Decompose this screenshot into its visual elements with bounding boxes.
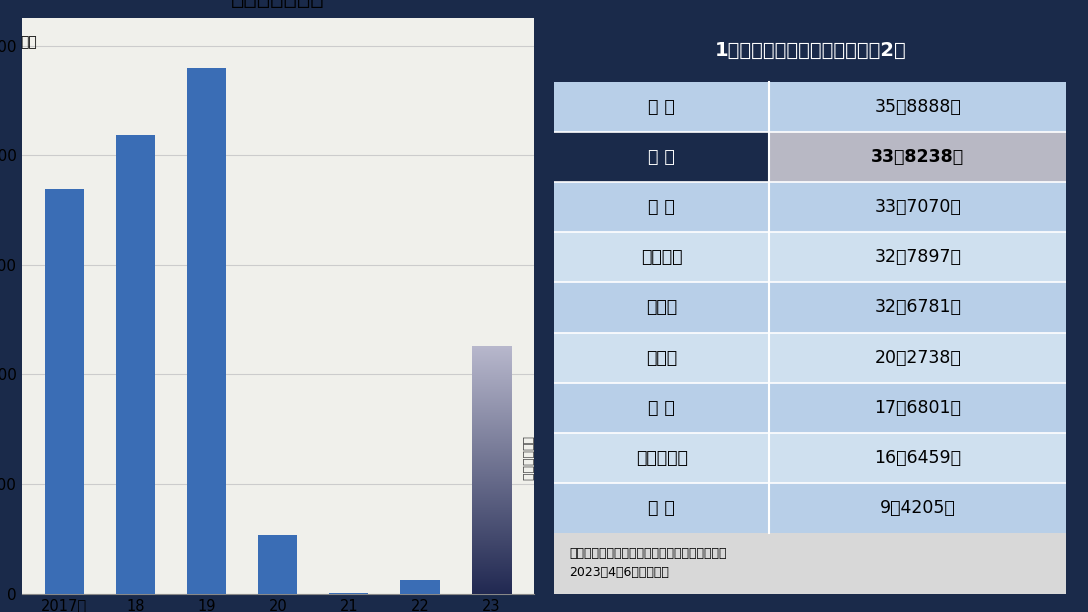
FancyBboxPatch shape [554,382,769,433]
Text: 万人: 万人 [21,35,37,49]
Text: （注）主な国・地域の消費額。出所は観光庁。
2023年4〜6月の速報値: （注）主な国・地域の消費額。出所は観光庁。 2023年4〜6月の速報値 [570,548,727,580]
FancyBboxPatch shape [769,282,1066,332]
Text: 韓 国: 韓 国 [648,499,676,517]
Text: フィリピン: フィリピン [635,449,688,467]
Text: 32万6781円: 32万6781円 [875,299,961,316]
FancyBboxPatch shape [554,81,769,132]
FancyBboxPatch shape [769,332,1066,382]
Text: 32万7897円: 32万7897円 [875,248,961,266]
Text: 16万6459円: 16万6459円 [875,449,962,467]
FancyBboxPatch shape [769,382,1066,433]
FancyBboxPatch shape [769,483,1066,533]
FancyBboxPatch shape [554,182,769,232]
Text: 35万8888円: 35万8888円 [875,98,961,116]
FancyBboxPatch shape [769,433,1066,483]
FancyBboxPatch shape [554,533,1066,594]
FancyBboxPatch shape [554,483,769,533]
Text: 1人あたりの旅行支出は中国が2位: 1人あたりの旅行支出は中国が2位 [715,40,906,59]
Text: 英 国: 英 国 [648,98,676,116]
FancyBboxPatch shape [554,332,769,382]
Text: 17万6801円: 17万6801円 [875,399,961,417]
FancyBboxPatch shape [769,132,1066,182]
Text: インド: インド [646,349,678,367]
Bar [258,535,297,594]
Bar [45,189,84,594]
Text: 9万4205円: 9万4205円 [880,499,955,517]
Text: 33万7070円: 33万7070円 [875,198,961,216]
FancyBboxPatch shape [554,433,769,483]
FancyBboxPatch shape [554,282,769,332]
Text: 豪 州: 豪 州 [648,198,676,216]
Text: 20万2738円: 20万2738円 [875,349,961,367]
Text: ドイツ: ドイツ [646,299,678,316]
FancyBboxPatch shape [554,18,1066,594]
Text: フランス: フランス [641,248,682,266]
FancyBboxPatch shape [554,132,769,182]
Bar [330,592,369,594]
Bar [116,135,156,594]
FancyBboxPatch shape [769,182,1066,232]
Text: 33万8238円: 33万8238円 [871,148,964,166]
FancyBboxPatch shape [769,232,1066,282]
Text: （民間予測）: （民間予測） [520,436,533,482]
Bar [400,581,440,594]
FancyBboxPatch shape [554,18,1066,81]
Bar [187,68,226,594]
FancyBboxPatch shape [769,81,1066,132]
FancyBboxPatch shape [554,232,769,282]
Text: 台 湾: 台 湾 [648,399,676,417]
Text: 中 国: 中 国 [648,148,676,166]
Title: 中国人訪日客数: 中国人訪日客数 [231,0,324,9]
